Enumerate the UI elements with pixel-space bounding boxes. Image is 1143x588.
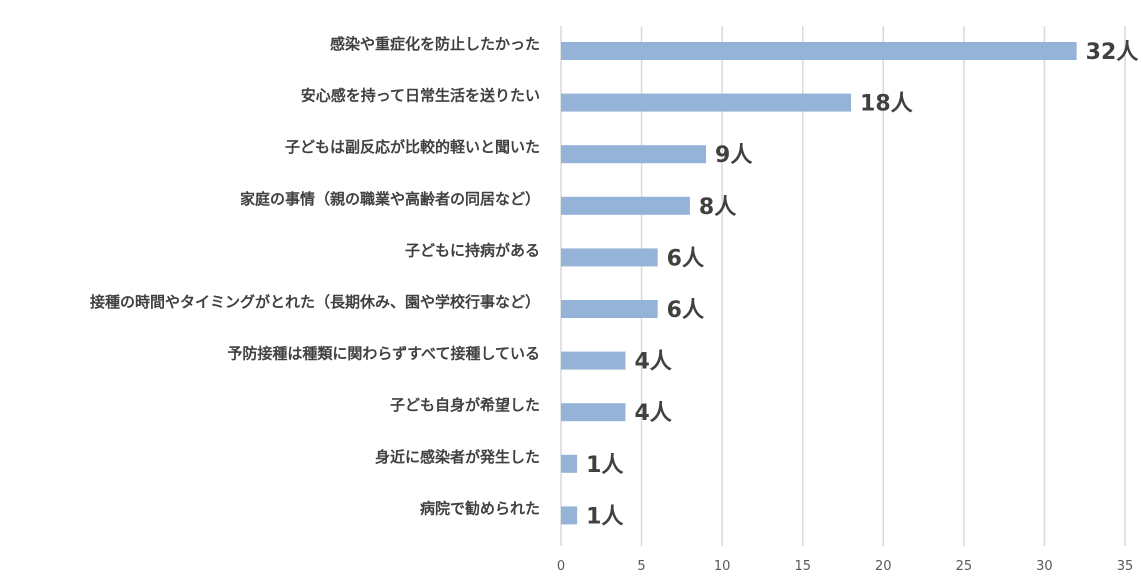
x-tick-label: 10 [714, 559, 731, 574]
category-label: 感染や重症化を防止したかった [330, 35, 540, 53]
gridlines [560, 26, 1126, 546]
bar [561, 42, 1077, 60]
x-tick-label: 25 [956, 559, 973, 574]
x-tick-label: 5 [637, 559, 645, 574]
data-label: 32人 [1086, 40, 1139, 65]
bar [561, 248, 658, 267]
data-label: 1人 [586, 453, 623, 478]
category-label: 子どもに持病がある [405, 241, 540, 259]
category-labels: 感染や重症化を防止したかった安心感を持って日常生活を送りたい子どもは副反応が比較… [90, 35, 540, 517]
category-label: 子どもは副反応が比較的軽いと聞いた [285, 138, 540, 156]
data-label: 18人 [860, 92, 913, 117]
data-label: 4人 [634, 350, 671, 375]
x-tick-label: 20 [875, 559, 892, 574]
x-tick-label: 35 [1117, 559, 1134, 574]
category-label: 病院で勧められた [420, 499, 540, 517]
x-tick-label: 30 [1036, 559, 1053, 574]
bar [561, 145, 707, 164]
x-axis-tick-labels: 0 5 10 15 20 25 30 35 [557, 559, 1133, 574]
bar [561, 300, 658, 318]
category-label: 予防接種は種類に関わらずすべて接種している [227, 345, 540, 363]
category-label: 家庭の事情（親の職業や高齢者の同居など） [240, 190, 540, 208]
bar [561, 506, 578, 525]
data-labels: 32人 18人 9人 8人 6人 6人 4人 4人 1人 1人 [586, 40, 1138, 529]
category-label: 安心感を持って日常生活を送りたい [301, 87, 540, 105]
bar [561, 351, 626, 370]
data-label: 9人 [715, 143, 752, 168]
x-tick-label: 15 [794, 559, 811, 574]
category-label: 接種の時間やタイミングがとれた（長期休み、園や学校行事など） [90, 293, 540, 311]
bars [561, 42, 1077, 525]
category-label: 身近に感染者が発生した [375, 448, 540, 466]
x-tick-label: 0 [557, 559, 565, 574]
data-label: 6人 [667, 246, 704, 271]
data-label: 1人 [586, 504, 623, 529]
data-label: 8人 [699, 195, 736, 220]
bar [561, 196, 690, 215]
bar [561, 454, 578, 473]
data-label: 4人 [634, 401, 671, 426]
category-label: 子ども自身が希望した [390, 396, 540, 414]
bar [561, 93, 852, 112]
bar [561, 403, 626, 422]
data-label: 6人 [667, 298, 704, 323]
